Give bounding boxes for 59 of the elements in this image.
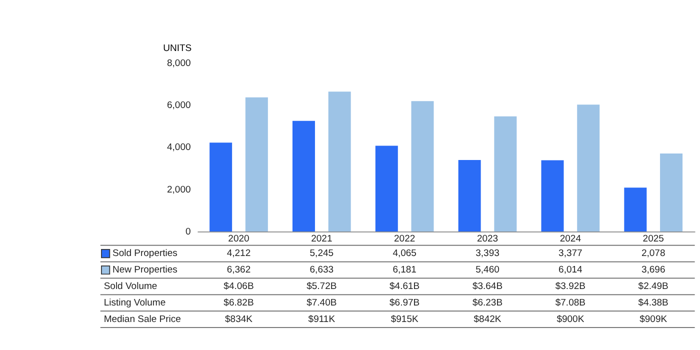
legend-label: New Properties: [112, 264, 178, 276]
x-tick-label: 2022: [394, 233, 416, 244]
bar: [210, 142, 232, 232]
y-tick-label: 2,000: [167, 184, 191, 196]
x-tick-label: 2020: [228, 233, 250, 244]
x-tick-label: 2025: [642, 233, 664, 244]
text: $911K: [308, 314, 336, 325]
text: Listing Volume: [104, 297, 166, 308]
bar: [624, 188, 647, 232]
bar: [458, 160, 481, 232]
bar: [411, 101, 434, 232]
y-axis-title: UNITS: [163, 43, 192, 54]
text: $4.38B: [638, 297, 668, 308]
bar: [245, 97, 268, 232]
text: $909K: [640, 314, 668, 325]
data-label: 4,065: [392, 248, 416, 260]
data-label: 5,245: [310, 248, 334, 260]
x-tick-label: 2024: [560, 233, 581, 244]
data-label: 4,212: [226, 248, 251, 260]
data-label: 3,393: [476, 248, 500, 260]
text: $4.61B: [390, 281, 420, 292]
y-tick-label: 8,000: [167, 58, 191, 69]
bar: [375, 146, 398, 232]
bar: [541, 160, 564, 232]
text: $5.72B: [306, 281, 337, 292]
text: Sold Volume: [104, 281, 158, 292]
text: $7.08B: [555, 297, 586, 308]
x-tick-label: 2023: [476, 233, 498, 244]
bar: [577, 104, 600, 232]
legend-label: Sold Properties: [112, 248, 178, 260]
text: $7.40B: [306, 297, 337, 308]
text: $4.06B: [224, 281, 254, 292]
data-label: 6,014: [558, 264, 582, 276]
bar: [328, 92, 351, 232]
bar: [292, 120, 315, 232]
data-label: 6,362: [226, 264, 251, 276]
data-label: 2,078: [641, 248, 666, 260]
data-label: 3,377: [558, 248, 582, 260]
y-tick-label: 0: [185, 226, 191, 238]
text: $915K: [390, 314, 419, 325]
text: $6.97B: [390, 297, 420, 308]
data-label: 6,633: [310, 264, 334, 276]
text: $3.64B: [472, 281, 503, 292]
bar: [660, 154, 683, 232]
data-label: 6,181: [392, 264, 416, 276]
bar: [494, 116, 517, 232]
x-tick-label: 2021: [311, 233, 332, 244]
text: $3.92B: [555, 281, 586, 292]
text: Median Sale Price: [104, 314, 181, 325]
text: $2.49B: [638, 281, 668, 292]
text: $6.82B: [224, 297, 254, 308]
y-tick-label: 4,000: [167, 142, 191, 154]
text: $842K: [474, 314, 502, 325]
text: $6.23B: [472, 297, 503, 308]
text: $900K: [556, 314, 585, 325]
text: $834K: [225, 314, 254, 325]
y-tick-label: 6,000: [167, 100, 191, 111]
data-label: 3,696: [641, 264, 666, 276]
data-label: 5,460: [476, 264, 500, 276]
